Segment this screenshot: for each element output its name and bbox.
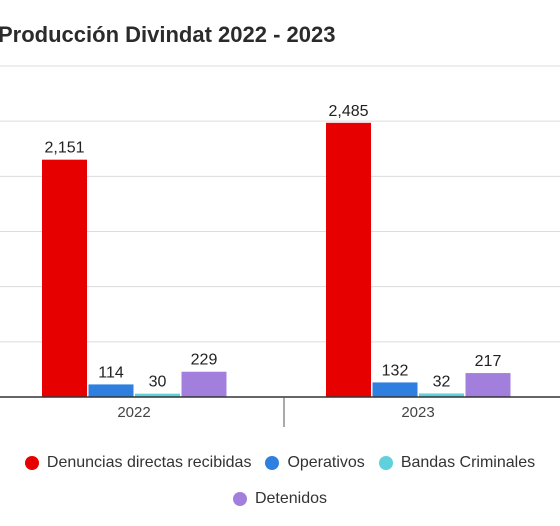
x-tick-label: 2023 — [401, 404, 434, 421]
bar-denuncias-directas-recibidas-2023[interactable] — [326, 122, 371, 398]
chart-title: Producción Divindat 2022 - 2023 — [0, 22, 336, 47]
bar-detenidos-2022[interactable] — [181, 371, 227, 397]
legend-row-2: Detenidos — [0, 490, 560, 508]
data-label: 132 — [382, 362, 409, 379]
data-label: 32 — [433, 373, 451, 390]
bar-bandas-criminales-2023[interactable] — [419, 393, 464, 397]
legend-item-bandas[interactable]: Bandas Criminales — [378, 454, 536, 472]
data-label: 2,485 — [328, 103, 368, 120]
legend-label-denuncias: Denuncias directas recibidas — [46, 454, 252, 471]
legend-item-operativos[interactable]: Operativos — [265, 454, 365, 472]
legend-swatch-operativos — [265, 456, 280, 470]
data-label: 229 — [191, 352, 218, 369]
data-label: 2,151 — [44, 140, 84, 157]
legend-label-detenidos: Detenidos — [254, 490, 328, 507]
data-label: 30 — [149, 374, 167, 391]
bar-bandas-criminales-2022[interactable] — [135, 393, 180, 397]
bar-operativos-2022[interactable] — [88, 384, 134, 397]
bar-operativos-2023[interactable] — [372, 382, 418, 397]
x-tick-label: 2022 — [117, 404, 150, 421]
legend-item-detenidos[interactable]: Detenidos — [232, 490, 328, 508]
legend-item-denuncias[interactable]: Denuncias directas recibidas — [24, 454, 252, 472]
legend-label-operativos: Operativos — [287, 454, 365, 471]
bar-chart: 2,151 114 30 229 2,485 132 32 217 2022 2023 — [0, 65, 560, 427]
data-label: 217 — [475, 353, 502, 370]
bar-detenidos-2023[interactable] — [465, 373, 511, 397]
legend-swatch-denuncias — [24, 456, 39, 470]
legend: Denuncias directas recibidas Operativos … — [0, 454, 560, 472]
legend-swatch-detenidos — [232, 492, 247, 506]
bar-denuncias-directas-recibidas-2022[interactable] — [42, 159, 87, 397]
data-label: 114 — [98, 364, 124, 381]
legend-swatch-bandas — [378, 456, 393, 470]
legend-label-bandas: Bandas Criminales — [400, 454, 536, 471]
